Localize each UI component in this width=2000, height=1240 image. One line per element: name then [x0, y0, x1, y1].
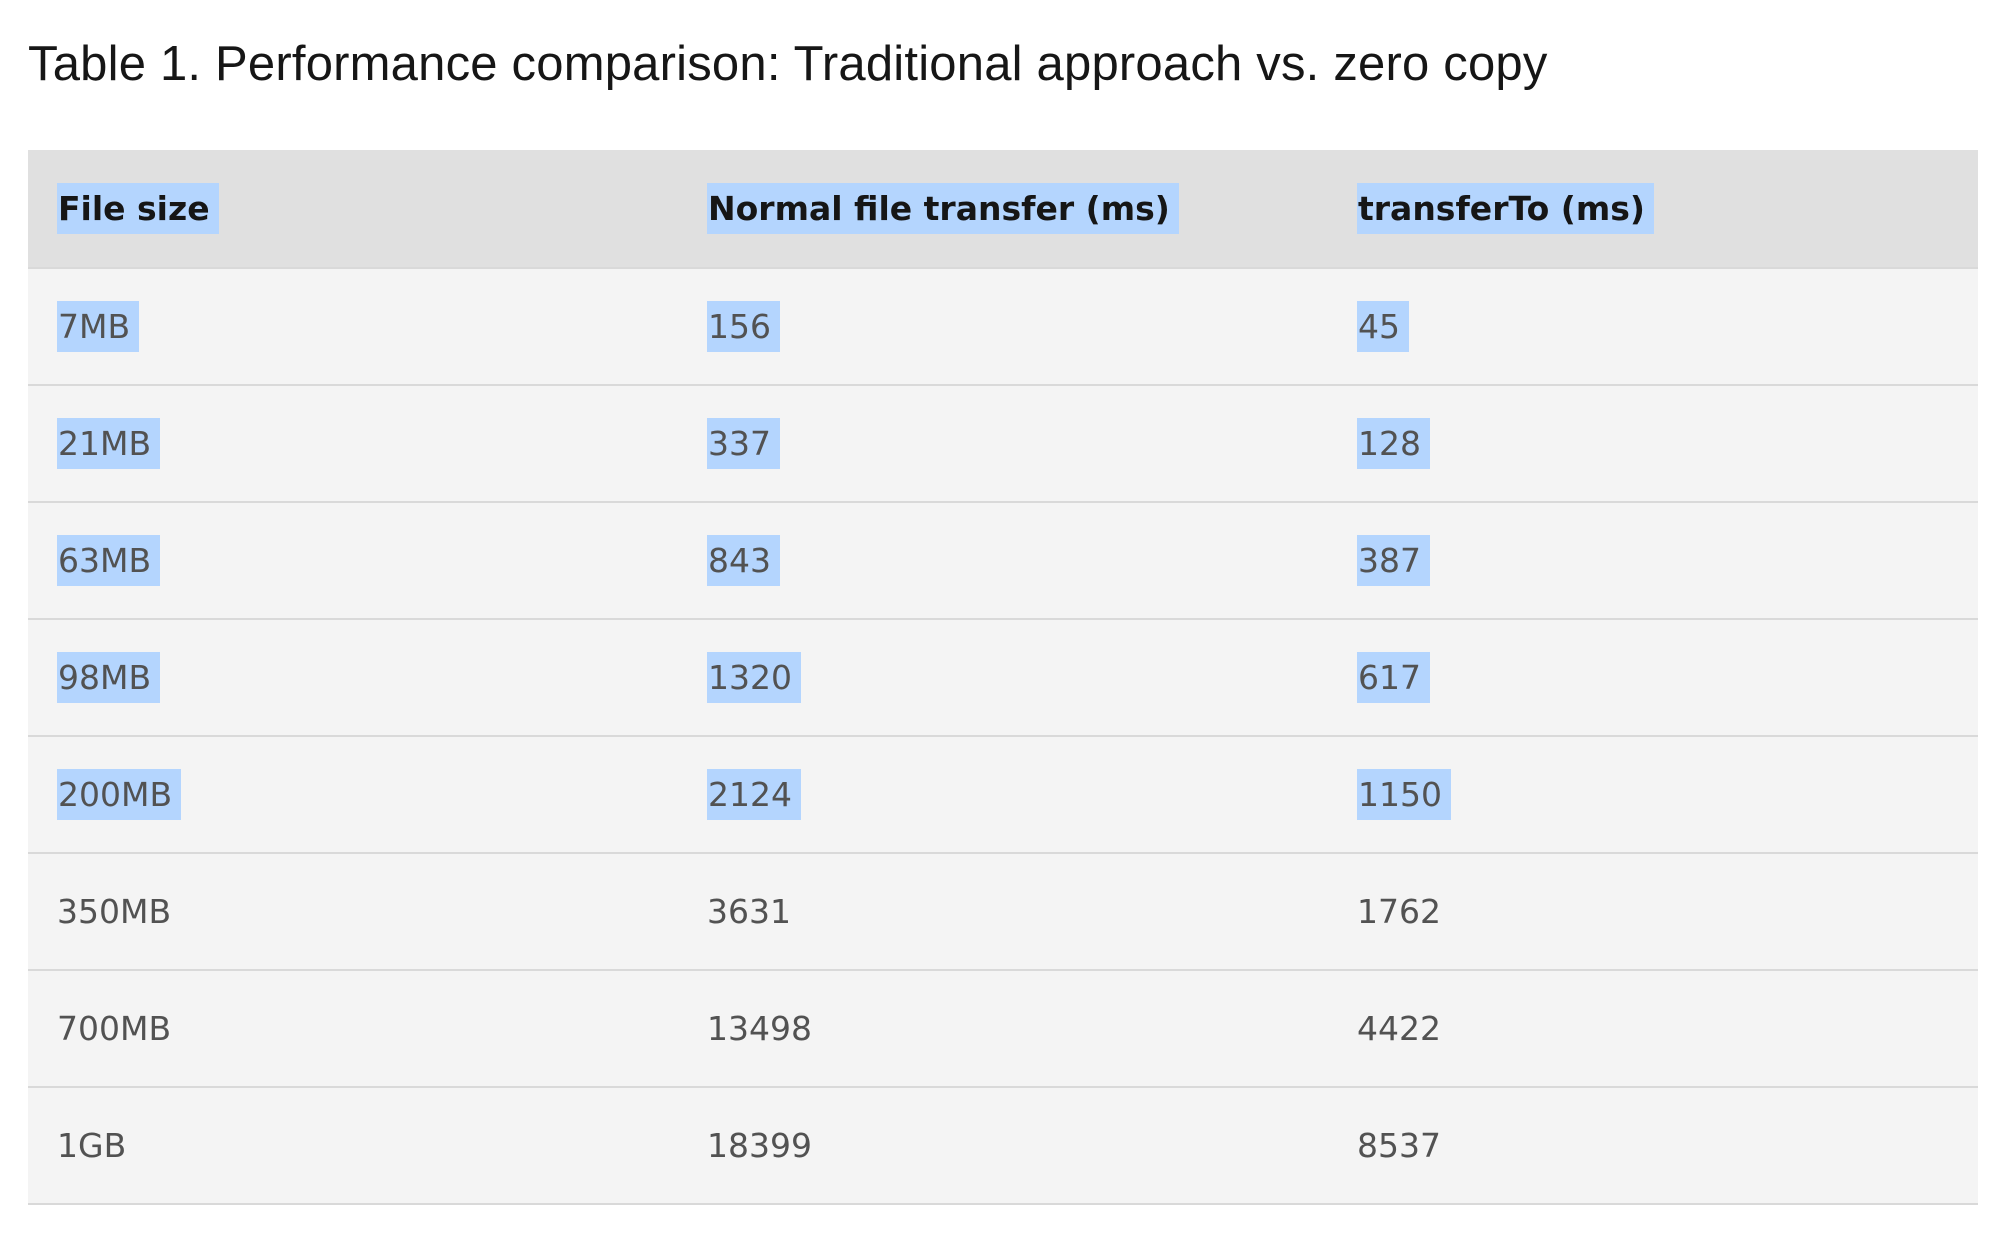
cell-text: 337 [707, 418, 780, 469]
table-row: 7MB 156 45 [28, 268, 1978, 385]
cell-text: 200MB [57, 769, 182, 820]
cell-transferto: 128 [1328, 385, 1978, 502]
cell-file-size: 21MB [28, 385, 678, 502]
table-header-row: File size Normal file transfer (ms) tran… [28, 150, 1978, 268]
table-row: 350MB 3631 1762 [28, 853, 1978, 970]
cell-transferto: 617 [1328, 619, 1978, 736]
cell-text: 21MB [57, 418, 161, 469]
table-row: 98MB 1320 617 [28, 619, 1978, 736]
cell-normal-transfer: 337 [678, 385, 1328, 502]
cell-normal-transfer: 1320 [678, 619, 1328, 736]
header-file-size: File size [28, 150, 678, 268]
cell-normal-transfer: 3631 [707, 892, 791, 931]
cell-text: 387 [1357, 535, 1430, 586]
cell-text: 2124 [707, 769, 801, 820]
cell-file-size: 700MB [57, 1009, 172, 1048]
cell-file-size: 200MB [28, 736, 678, 853]
cell-file-size: 350MB [57, 892, 172, 931]
cell-text: 128 [1357, 418, 1430, 469]
header-transferto: transferTo (ms) [1328, 150, 1978, 268]
cell-text: 98MB [57, 652, 161, 703]
performance-table: File size Normal file transfer (ms) tran… [28, 150, 1978, 1205]
cell-file-size: 1GB [57, 1126, 127, 1165]
table-row: 1GB 18399 8537 [28, 1087, 1978, 1204]
cell-text: 1320 [707, 652, 801, 703]
cell-file-size: 98MB [28, 619, 678, 736]
cell-normal-transfer: 2124 [678, 736, 1328, 853]
cell-text: 1150 [1357, 769, 1451, 820]
cell-transferto: 1762 [1357, 892, 1441, 931]
cell-transferto: 8537 [1357, 1126, 1441, 1165]
cell-text: 843 [707, 535, 780, 586]
table-caption: Table 1. Performance comparison: Traditi… [28, 37, 1548, 91]
header-normal-transfer: Normal file transfer (ms) [678, 150, 1328, 268]
cell-text: 45 [1357, 301, 1409, 352]
cell-transferto: 387 [1328, 502, 1978, 619]
cell-transferto: 45 [1328, 268, 1978, 385]
cell-normal-transfer: 843 [678, 502, 1328, 619]
table-container: File size Normal file transfer (ms) tran… [28, 150, 1978, 1205]
cell-normal-transfer: 13498 [707, 1009, 812, 1048]
cell-text: 7MB [57, 301, 140, 352]
cell-normal-transfer: 18399 [707, 1126, 812, 1165]
cell-file-size: 63MB [28, 502, 678, 619]
cell-transferto: 4422 [1357, 1009, 1441, 1048]
cell-text: 63MB [57, 535, 161, 586]
header-file-size-text: File size [57, 183, 219, 234]
table-row: 700MB 13498 4422 [28, 970, 1978, 1087]
cell-text: 617 [1357, 652, 1430, 703]
header-normal-transfer-text: Normal file transfer (ms) [707, 183, 1179, 234]
cell-normal-transfer: 156 [678, 268, 1328, 385]
cell-transferto: 1150 [1328, 736, 1978, 853]
header-transferto-text: transferTo (ms) [1357, 183, 1654, 234]
table-row: 21MB 337 128 [28, 385, 1978, 502]
cell-text: 156 [707, 301, 780, 352]
table-row: 200MB 2124 1150 [28, 736, 1978, 853]
table-row: 63MB 843 387 [28, 502, 1978, 619]
cell-file-size: 7MB [28, 268, 678, 385]
